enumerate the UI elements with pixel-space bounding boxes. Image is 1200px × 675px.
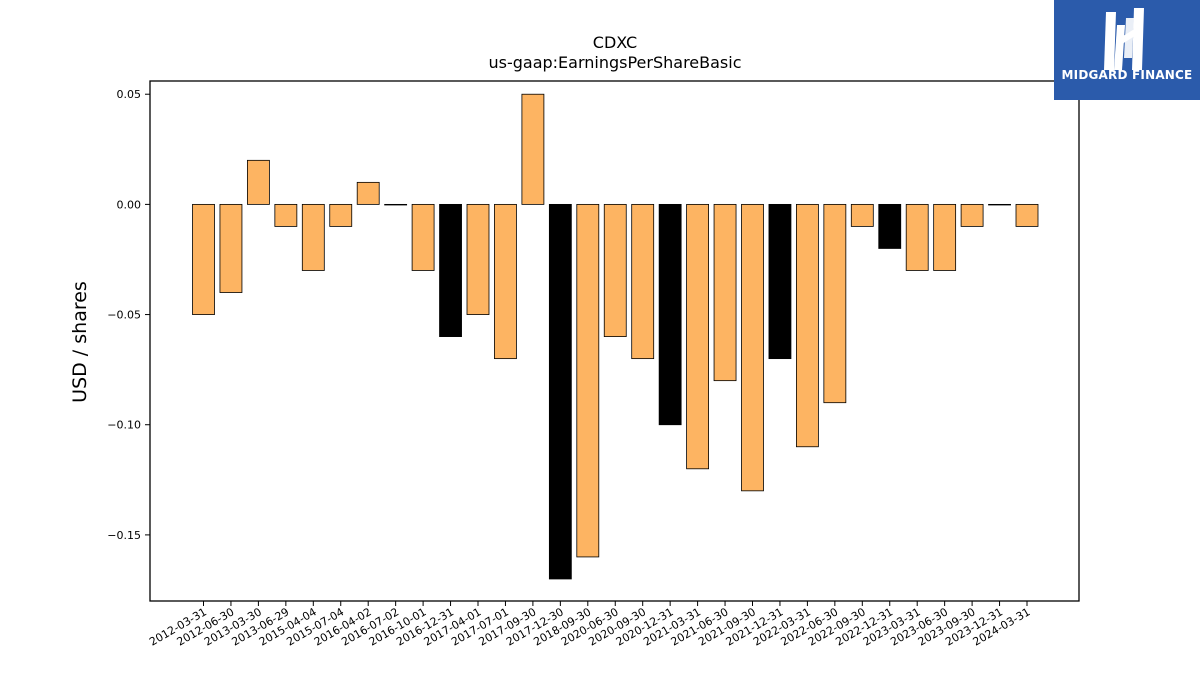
bar-2016-12-31 — [439, 203, 462, 337]
bars-group — [192, 93, 1039, 580]
bar-2018-09-30 — [576, 203, 600, 558]
y-axis-label: USD / shares — [69, 281, 91, 403]
bar-2016-07-02 — [384, 203, 408, 206]
bar-2017-07-01 — [494, 203, 517, 360]
bar-2012-03-31 — [192, 203, 215, 315]
bar-2012-06-30 — [219, 203, 243, 293]
chart-title: CDXC — [593, 33, 637, 52]
bar-2022-03-31 — [796, 203, 819, 448]
brand-name: MIDGARD FINANCE — [1061, 68, 1193, 82]
y-tick-label: 0.00 — [117, 198, 142, 211]
bar-2023-06-30 — [933, 203, 957, 271]
bar-2023-12-31 — [988, 203, 1011, 206]
bar-2020-09-30 — [631, 203, 655, 360]
bar-2013-03-30 — [246, 159, 270, 205]
y-axis-ticks: 0.05 0.00 −0.05 −0.10 −0.15 — [107, 88, 150, 542]
bar-2021-09-30 — [741, 203, 764, 492]
bar-2024-03-31 — [1015, 203, 1039, 227]
y-tick-label: −0.10 — [107, 419, 141, 432]
bar-2022-06-30 — [823, 203, 847, 404]
bar-2016-10-01 — [411, 203, 435, 271]
bar-2017-04-01 — [466, 203, 490, 315]
bar-2013-06-29 — [274, 203, 298, 227]
bar-2015-07-04 — [329, 203, 353, 227]
y-tick-label: 0.05 — [117, 88, 142, 101]
bar-2020-06-30 — [603, 203, 627, 337]
bar-2020-12-31 — [658, 203, 682, 426]
bar-2021-06-30 — [713, 203, 737, 382]
plot-frame — [149, 80, 1080, 602]
y-tick-label: −0.05 — [107, 309, 141, 322]
bar-2021-12-31 — [768, 203, 792, 360]
bar-2022-12-31 — [878, 203, 902, 249]
x-axis-ticks: 2012-03-312012-06-302013-03-302013-06-29… — [147, 601, 1033, 649]
bar-2021-03-31 — [686, 203, 709, 470]
bar-2015-04-04 — [301, 203, 325, 271]
brand-logo: MIDGARD FINANCE — [1054, 0, 1200, 100]
bar-2017-09-30 — [521, 93, 545, 205]
chart-subtitle: us-gaap:EarningsPerShareBasic — [488, 53, 741, 72]
bar-2023-09-30 — [960, 203, 984, 227]
y-tick-label: −0.15 — [107, 529, 141, 542]
brand-mark-icon — [1104, 8, 1144, 70]
bar-2023-03-31 — [905, 203, 929, 271]
bar-2022-09-30 — [850, 203, 874, 227]
bar-2017-12-30 — [548, 203, 572, 580]
bar-2016-04-02 — [356, 181, 380, 205]
